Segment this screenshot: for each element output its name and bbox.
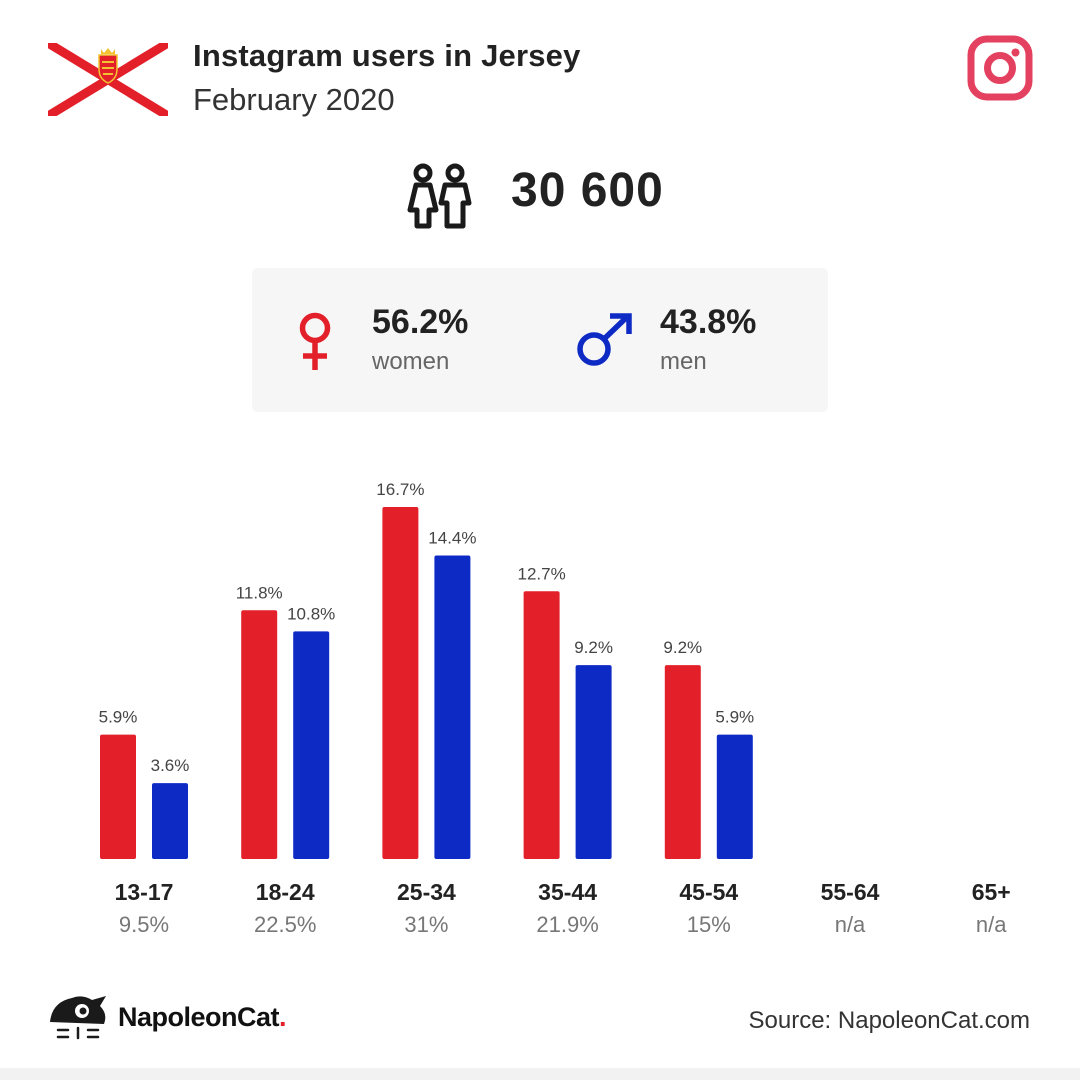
users-icon xyxy=(407,163,472,229)
brand-name: NapoleonCat. xyxy=(118,1002,287,1033)
age-group-total: 21.9% xyxy=(536,912,598,937)
age-group-label: 45-54 xyxy=(679,879,738,905)
bar-35-44-series-2 xyxy=(575,665,612,859)
age-group-total: n/a xyxy=(835,912,866,937)
bar-18-24-series-1 xyxy=(241,610,278,859)
bar-value-label: 5.9% xyxy=(99,708,138,727)
age-group-label: 65+ xyxy=(972,879,1011,905)
page-title: Instagram users in Jersey xyxy=(193,38,581,73)
footer-strip xyxy=(0,1068,1080,1080)
source-credit: Source: NapoleonCat.com xyxy=(748,1007,1030,1034)
bar-35-44-series-1 xyxy=(523,591,560,859)
instagram-icon xyxy=(967,35,1033,101)
age-group-total: 22.5% xyxy=(254,912,316,937)
bar-value-label: 14.4% xyxy=(428,528,476,547)
page-subtitle: February 2020 xyxy=(193,82,395,117)
bar-25-34-series-1 xyxy=(382,507,419,859)
women-label: women xyxy=(372,348,450,375)
age-group-total: 15% xyxy=(687,912,731,937)
brand-name-text: NapoleonCat xyxy=(118,1002,280,1032)
napoleoncat-logo-icon xyxy=(50,996,106,1040)
men-percentage: 43.8% xyxy=(660,303,757,341)
age-group-total: 9.5% xyxy=(119,912,169,937)
jersey-flag-icon xyxy=(48,43,168,116)
bar-45-54-series-2 xyxy=(716,734,753,859)
age-group-total: n/a xyxy=(976,912,1007,937)
bar-25-34-series-2 xyxy=(434,555,471,859)
bar-value-label: 12.7% xyxy=(517,564,565,583)
bar-value-label: 5.9% xyxy=(715,708,754,727)
age-group-label: 18-24 xyxy=(256,879,315,905)
bar-value-label: 16.7% xyxy=(376,480,424,499)
men-label: men xyxy=(660,348,707,375)
age-group-label: 25-34 xyxy=(397,879,456,905)
female-symbol-icon xyxy=(299,312,331,370)
bar-value-label: 9.2% xyxy=(574,638,613,657)
bar-value-label: 3.6% xyxy=(151,756,190,775)
total-users-value: 30 600 xyxy=(511,164,664,217)
bar-value-label: 10.8% xyxy=(287,604,335,623)
male-symbol-icon xyxy=(577,313,632,366)
age-bar-chart: 5.9% 3.6% 13-17 9.5% 11.8%10.8% 18-24 22.5% 16.… xyxy=(99,480,1011,937)
age-group-total: 31% xyxy=(404,912,448,937)
women-percentage: 56.2% xyxy=(372,303,469,341)
brand-dot: . xyxy=(279,1002,287,1032)
age-group-label: 55-64 xyxy=(821,879,880,905)
age-group-label: 13-17 xyxy=(115,879,174,905)
bar-45-54-series-1 xyxy=(664,665,701,859)
bar-13-17-series-1 xyxy=(100,734,136,859)
bar-value-label: 9.2% xyxy=(663,638,702,657)
bar-value-label: 11.8% xyxy=(236,583,283,602)
bar-13-17-series-2 xyxy=(152,783,188,859)
gender-card: 56.2% women 43.8% men xyxy=(252,268,828,412)
bar-18-24-series-2 xyxy=(293,631,330,859)
age-group-label: 35-44 xyxy=(538,879,597,905)
